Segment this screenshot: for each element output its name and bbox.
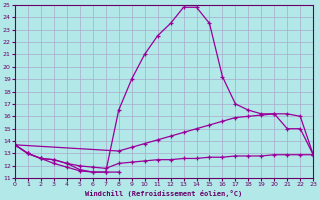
X-axis label: Windchill (Refroidissement éolien,°C): Windchill (Refroidissement éolien,°C) xyxy=(85,190,243,197)
